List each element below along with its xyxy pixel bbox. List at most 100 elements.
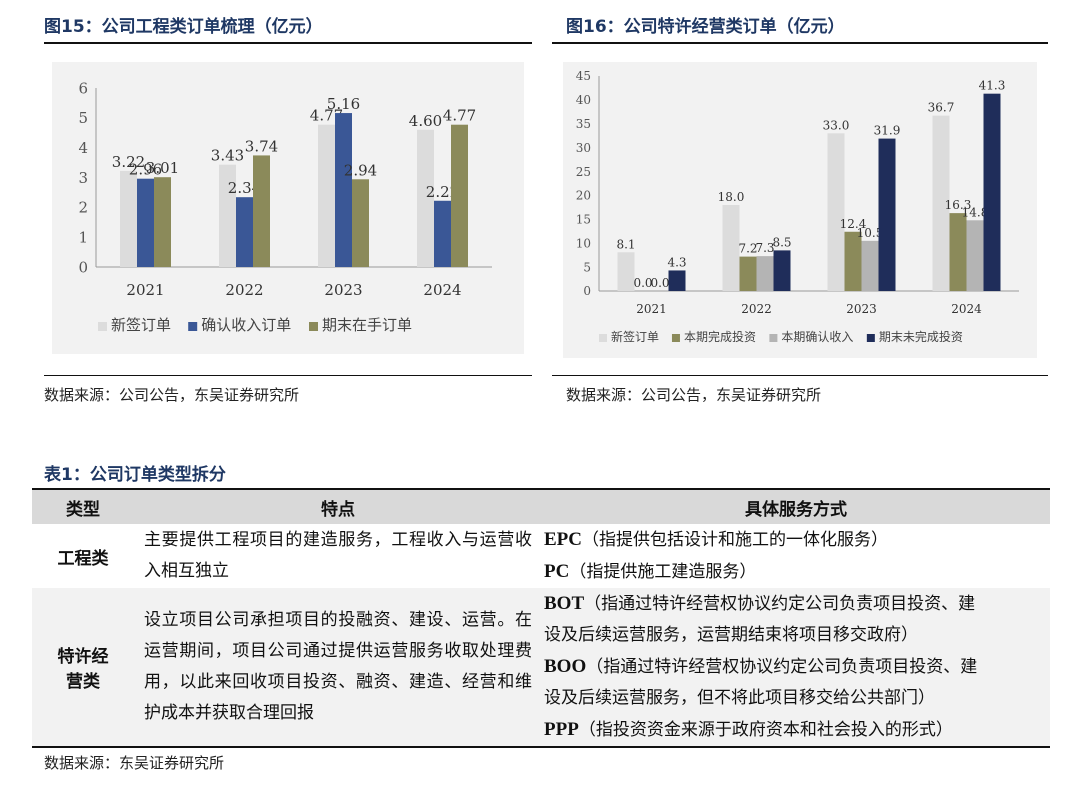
x-tick-label: 2024 bbox=[423, 281, 461, 299]
fig16-chart: 0 5 10 15 20 25 30 35 40 45 2021 8.1 0.00.0 4.3 2022 18… bbox=[576, 69, 1019, 344]
service-code: EPC bbox=[544, 529, 582, 550]
y-tick-label: 10 bbox=[576, 236, 591, 250]
legend-label: 期末在手订单 bbox=[322, 316, 412, 334]
y-tick-label: 6 bbox=[78, 79, 88, 97]
row-feature: 主要提供工程项目的建造服务，工程收入与运营收入相互独立 bbox=[144, 530, 532, 581]
bar bbox=[434, 200, 451, 267]
data-label: 2.94 bbox=[344, 161, 377, 179]
order-type-table: 类型 特点 具体服务方式 工程类 主要提供工程项目的建造服务，工程收入与运营收入… bbox=[32, 490, 1050, 746]
service-code: PC bbox=[544, 561, 570, 582]
bar bbox=[253, 155, 270, 267]
y-tick-label: 0 bbox=[78, 258, 88, 276]
x-tick-label: 2024 bbox=[951, 302, 982, 316]
data-label: 8.1 bbox=[616, 237, 635, 251]
y-tick-label: 30 bbox=[576, 141, 591, 155]
data-label: 3.01 bbox=[146, 159, 179, 177]
y-tick-label: 20 bbox=[576, 189, 591, 203]
data-label: 5.16 bbox=[327, 95, 360, 113]
table1-bottom-rule bbox=[32, 746, 1050, 748]
bar bbox=[335, 113, 352, 267]
row-type-label-line2: 营类 bbox=[66, 672, 100, 692]
bar bbox=[318, 124, 335, 267]
y-tick-label: 0 bbox=[583, 284, 591, 298]
legend-label: 本期完成投资 bbox=[684, 329, 756, 344]
bar bbox=[844, 231, 862, 291]
data-label: 3.22 bbox=[112, 153, 145, 171]
service-code: BOO bbox=[544, 656, 587, 677]
data-label: 3.74 bbox=[245, 137, 278, 155]
x-tick-label: 2021 bbox=[126, 281, 164, 299]
service-desc: （指通过特许经营权协议约定公司负责项目投资、建 bbox=[584, 594, 976, 614]
data-label: 18.0 bbox=[718, 190, 745, 204]
data-label: 2.34 bbox=[228, 179, 261, 197]
bar bbox=[861, 240, 879, 291]
service-item-ppp: PPP（指投资资金来源于政府资本和社会投入的形式） bbox=[544, 714, 1050, 746]
y-tick-label: 5 bbox=[78, 109, 88, 127]
legend-swatch bbox=[866, 334, 875, 342]
y-tick-label: 2 bbox=[78, 199, 88, 217]
service-code: BOT bbox=[544, 593, 585, 614]
data-label: 12.4 bbox=[840, 217, 867, 231]
y-tick-label: 5 bbox=[583, 260, 591, 274]
fig15-title: 图15：公司工程类订单梳理（亿元） bbox=[44, 17, 323, 37]
bar bbox=[949, 213, 967, 291]
bar bbox=[120, 170, 137, 267]
data-label: 8.5 bbox=[772, 235, 791, 249]
data-label: 41.3 bbox=[979, 79, 1006, 93]
table1-top-rule bbox=[32, 488, 1050, 490]
table-row-concession: 特许经 营类 设立项目公司承担项目的投融资、建设、运营。在运营期间，项目公司通过… bbox=[32, 588, 1050, 746]
service-item-bot-cont: 设及后续运营服务，运营期结束将项目移交政府） bbox=[544, 625, 918, 645]
y-tick-label: 45 bbox=[576, 69, 591, 83]
bar bbox=[417, 129, 434, 267]
bar bbox=[983, 93, 1001, 291]
table1-source: 数据来源：东吴证券研究所 bbox=[44, 754, 225, 772]
fig16-chart-area: 0 5 10 15 20 25 30 35 40 45 2021 8.1 0.0 0.0 4.3 2022 18… bbox=[563, 62, 1037, 358]
service-item-epc: EPC（指提供包括设计和施工的一体化服务） bbox=[544, 524, 1050, 556]
legend-swatch bbox=[599, 334, 607, 342]
x-tick-label: 2023 bbox=[846, 302, 877, 316]
y-tick-label: 15 bbox=[576, 213, 591, 227]
data-label: 0.0 bbox=[650, 276, 669, 290]
bar bbox=[722, 205, 740, 291]
table1-title: 表1：公司订单类型拆分 bbox=[44, 465, 226, 485]
legend-label: 新签订单 bbox=[611, 329, 659, 344]
service-desc: （指提供包括设计和施工的一体化服务） bbox=[582, 530, 888, 550]
service-item-bot: BOT（指通过特许经营权协议约定公司负责项目投资、建 bbox=[544, 588, 1050, 620]
bar bbox=[137, 178, 154, 267]
x-tick-label: 2023 bbox=[324, 281, 362, 299]
service-desc: （指提供施工建造服务） bbox=[569, 562, 757, 582]
data-label: 4.77 bbox=[310, 107, 343, 125]
service-item-boo: BOO（指通过特许经营权协议约定公司负责项目投资、建 bbox=[544, 651, 1050, 683]
bar bbox=[827, 133, 845, 291]
fig16-top-rule bbox=[552, 42, 1048, 44]
service-desc: （指投资资金来源于政府资本和社会投入的形式） bbox=[578, 720, 953, 740]
bar bbox=[966, 220, 984, 291]
data-label: 4.60 bbox=[409, 112, 442, 130]
data-label: 4.3 bbox=[667, 255, 686, 269]
y-tick-label: 25 bbox=[576, 165, 591, 179]
bar bbox=[617, 252, 635, 291]
data-label: 14.8 bbox=[962, 205, 989, 219]
fig15-top-rule bbox=[44, 42, 532, 44]
bar bbox=[878, 138, 896, 291]
legend-swatch bbox=[671, 334, 680, 342]
bar bbox=[756, 256, 774, 291]
y-tick-label: 40 bbox=[576, 93, 591, 107]
bar bbox=[219, 164, 236, 267]
legend-swatch bbox=[188, 322, 198, 331]
table-row-engineering: 工程类 主要提供工程项目的建造服务，工程收入与运营收入相互独立 EPC（指提供包… bbox=[32, 524, 1050, 588]
fig16-source: 数据来源：公司公告，东吴证券研究所 bbox=[566, 386, 822, 404]
data-label: 33.0 bbox=[823, 118, 850, 132]
row-type-label-line1: 特许经 bbox=[57, 647, 109, 667]
bar bbox=[668, 270, 686, 291]
service-item-pc: PC（指提供施工建造服务） bbox=[544, 556, 1050, 588]
bar bbox=[236, 197, 253, 267]
bar bbox=[773, 250, 791, 291]
data-label: 7.2 bbox=[738, 242, 757, 256]
service-item-boo-cont: 设及后续运营服务，但不将此项目移交给公共部门） bbox=[544, 688, 935, 708]
bar bbox=[451, 124, 468, 267]
fig16-bottom-rule bbox=[552, 375, 1048, 376]
legend-label: 新签订单 bbox=[111, 316, 171, 334]
service-code: PPP bbox=[544, 719, 579, 740]
y-tick-label: 3 bbox=[78, 169, 88, 187]
